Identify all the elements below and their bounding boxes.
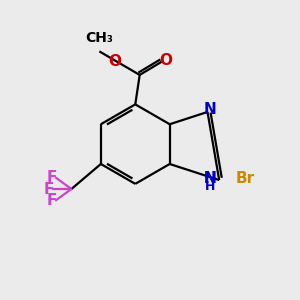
Text: N: N (203, 102, 216, 117)
Text: H: H (205, 180, 215, 193)
Text: F: F (46, 193, 57, 208)
Text: F: F (44, 182, 54, 196)
Text: N: N (203, 171, 216, 186)
Text: N: N (203, 171, 216, 186)
Text: O: O (159, 53, 172, 68)
Text: CH₃: CH₃ (85, 31, 113, 45)
Text: O: O (108, 54, 121, 69)
Text: Br: Br (236, 171, 254, 186)
Text: F: F (46, 170, 57, 185)
